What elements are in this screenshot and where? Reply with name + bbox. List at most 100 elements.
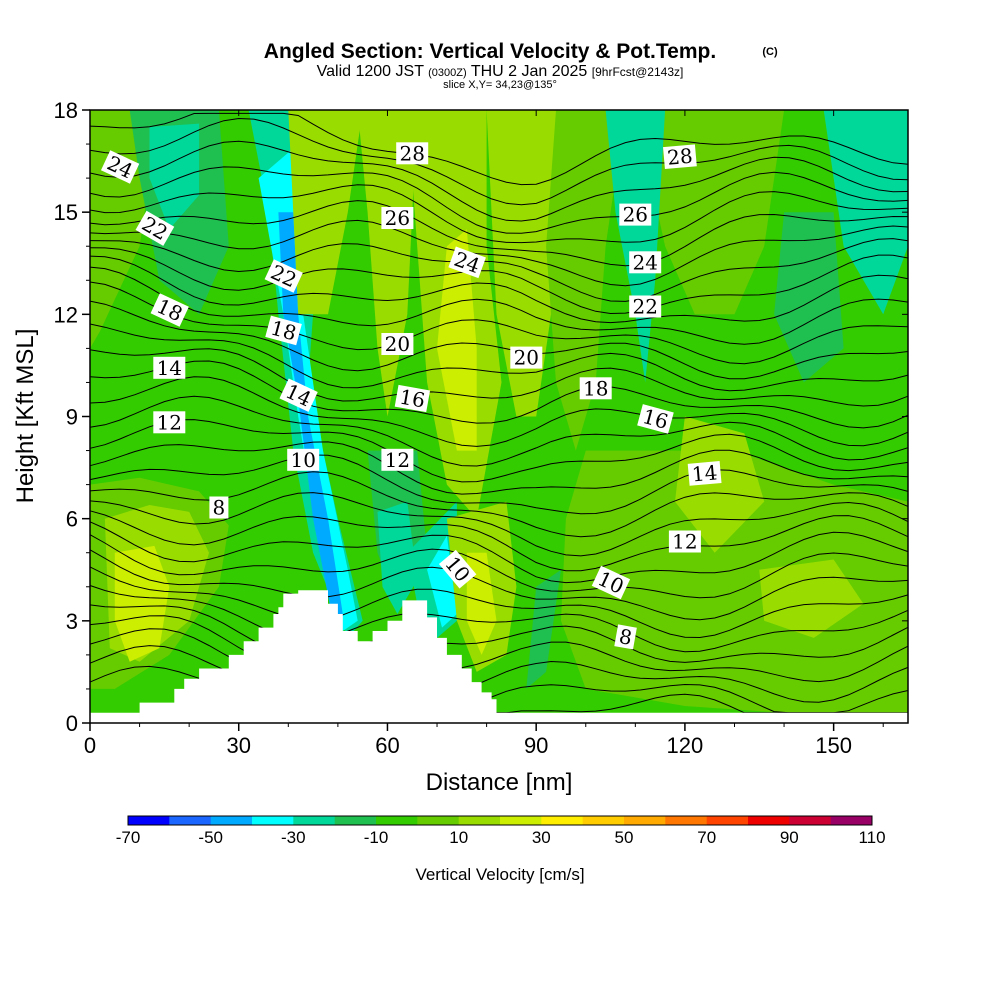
colorbar-tick-label: 110 — [858, 828, 885, 847]
colorbar-swatch — [830, 816, 873, 825]
contour-label-box — [381, 207, 414, 229]
y-tick-label: 9 — [66, 405, 78, 430]
colorbar-swatch — [582, 816, 625, 825]
contour-label-box — [629, 295, 662, 318]
contour-label-box — [687, 461, 722, 486]
colorbar-tick-label: -30 — [281, 828, 306, 847]
colorbar-label: Vertical Velocity [cm/s] — [415, 865, 584, 884]
theta-contour — [89, 566, 909, 639]
theta-contour — [89, 441, 909, 495]
zone-mid-down — [377, 501, 418, 614]
contour-label-box — [510, 346, 543, 369]
zone-far-up — [546, 110, 626, 451]
contour-label-text: 12 — [672, 530, 697, 554]
y-tick-label: 12 — [54, 302, 78, 327]
theta-contour — [89, 454, 909, 515]
colorbar-swatch — [458, 816, 501, 825]
colorbar-swatch — [706, 816, 749, 825]
contour-label-box — [153, 356, 186, 379]
theta-contour — [89, 300, 909, 380]
zone-central-up — [288, 110, 363, 315]
contour-label-text: 12 — [157, 410, 182, 434]
contour-label: 28 — [663, 144, 697, 170]
y-tick-label: 3 — [66, 609, 78, 634]
contour-label-box — [668, 530, 701, 553]
subtitle-forecast: [9hrFcst@2143z] — [592, 65, 684, 79]
colorbar-swatches — [127, 815, 873, 826]
colorbar-swatch — [169, 816, 212, 825]
chart-title: Angled Section: Vertical Velocity & Pot.… — [264, 40, 716, 63]
contour-label-text: 26 — [385, 206, 410, 230]
theta-contour — [89, 360, 909, 429]
contour-label: 16 — [394, 384, 431, 413]
contour-label-text: 16 — [398, 384, 427, 412]
x-tick-label: 90 — [524, 733, 548, 758]
colorbar-tick-label: 90 — [780, 828, 799, 847]
contour-label-text: 20 — [514, 346, 539, 370]
colorbar-tick-label: 10 — [449, 828, 468, 847]
colorbar-swatch — [252, 816, 294, 825]
theta-contour — [89, 117, 909, 206]
theta-contour — [89, 112, 909, 186]
zone-main-up — [486, 110, 566, 417]
theta-contour — [89, 395, 909, 467]
contour-label-text: 28 — [666, 144, 693, 170]
colorbar-swatch — [541, 816, 584, 825]
subtitle-valid: Valid 1200 JST — [317, 63, 425, 80]
theta-contour — [89, 238, 909, 302]
slice-label: slice X,Y= 34,23@135° — [443, 79, 557, 91]
contour-label: 26 — [619, 203, 652, 227]
contour-label-box — [619, 203, 652, 226]
zone-far-down — [774, 212, 844, 383]
theta-contour — [89, 376, 909, 447]
contour-label-text: 10 — [290, 448, 315, 472]
zone-far-core — [675, 416, 765, 553]
contour-label-box — [150, 293, 189, 327]
contour-label: 14 — [153, 356, 186, 380]
contour-label-box — [591, 565, 631, 600]
colorbar-swatch — [665, 816, 708, 825]
contour-label-box — [637, 404, 674, 434]
chart-subtitle: Valid 1200 JST (0300Z) THU 2 Jan 2025 [9… — [317, 63, 684, 80]
contour-label: 12 — [381, 448, 414, 472]
contour-label-box — [264, 259, 303, 293]
contour-label-box — [448, 246, 486, 279]
y-tick-label: 6 — [66, 507, 78, 532]
contour-label: 10 — [287, 448, 320, 472]
x-axis-label: Distance [nm] — [426, 769, 573, 796]
y-tick-label: 0 — [66, 711, 78, 736]
contour-label: 24 — [629, 250, 662, 274]
colorbar-tick-label: -70 — [116, 828, 141, 847]
colorbar-tick-label: 30 — [532, 828, 551, 847]
x-tick-label: 30 — [226, 733, 250, 758]
theta-contour — [89, 323, 909, 392]
contour-label-text: 22 — [632, 295, 657, 319]
colorbar-swatch — [376, 816, 418, 825]
colorbar: -70 -50 -30 -10 10 30 50 70 90 110 Vertical Veloc… — [116, 815, 886, 884]
theta-contour — [89, 348, 909, 407]
contour-label-box — [396, 142, 429, 165]
colorbar-tick-label: -50 — [198, 828, 223, 847]
contour-label-text: 14 — [691, 460, 718, 486]
contour-label-box — [287, 448, 320, 471]
contour-label: 20 — [510, 346, 543, 370]
zone-east-down — [526, 569, 561, 689]
y-axis-ticks: 0 3 6 9 12 15 18 — [54, 98, 908, 736]
colorbar-tick-label: 50 — [615, 828, 634, 847]
contour-label: 28 — [396, 141, 429, 165]
contour-label-box — [438, 549, 477, 589]
x-tick-label: 60 — [375, 733, 399, 758]
colorbar-swatch — [417, 816, 460, 825]
theta-contour — [89, 140, 909, 222]
contour-label: 14 — [687, 460, 722, 486]
contour-label: 18 — [579, 376, 612, 400]
y-tick-label: 18 — [54, 98, 78, 123]
zone-west-down — [149, 123, 200, 230]
contour-label-text: 8 — [617, 624, 634, 650]
contour-label-text: 12 — [385, 448, 410, 472]
theta-contour — [89, 628, 909, 703]
theta-contour — [89, 549, 909, 621]
terrain-mask — [90, 590, 908, 723]
